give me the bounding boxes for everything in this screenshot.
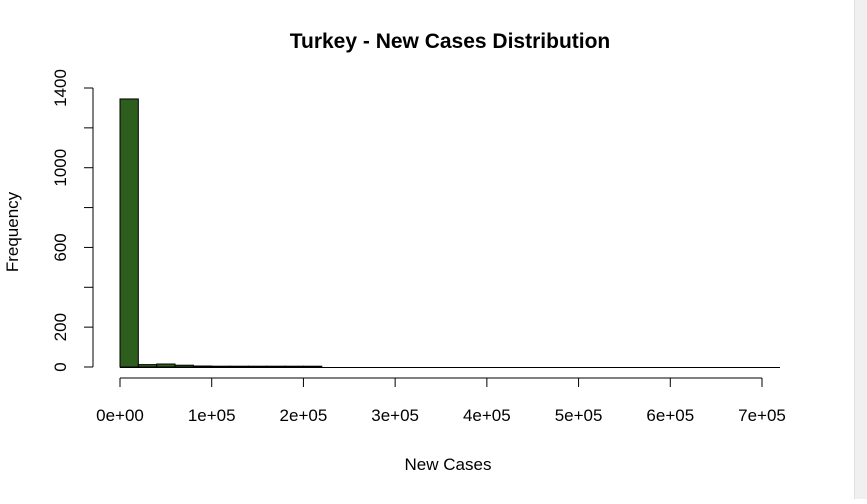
histogram-bars [119,98,323,368]
y-axis-label: Frequency [3,191,22,272]
histogram-bar [192,365,213,368]
y-tick-label: 0 [51,362,70,371]
x-tick-label: 5e+05 [555,406,603,425]
histogram-bar [211,365,231,368]
x-tick-label: 3e+05 [371,406,419,425]
y-tick-label: 600 [51,233,70,261]
x-tick-label: 2e+05 [280,406,328,425]
x-tick-label: 1e+05 [188,406,236,425]
y-tick-label: 200 [51,313,70,341]
chart-container: Turkey - New Cases Distribution New Case… [3,30,786,474]
x-axis: 0e+00 1e+05 2e+05 3e+05 4e+05 5e+05 6e+05 7e+05 [96,377,786,425]
x-tick-label: 4e+05 [463,406,511,425]
y-tick-label: 1400 [51,69,70,107]
histogram-bar [266,365,286,368]
histogram-bar [302,365,323,368]
histogram-bar [247,365,268,368]
histogram-bar [174,364,194,368]
histogram-bar [229,365,249,368]
y-tick-label: 1000 [51,149,70,187]
y-axis: 0 200 600 1000 1400 [51,69,94,372]
chart-title: Turkey - New Cases Distribution [290,30,611,53]
histogram-chart: Turkey - New Cases Distribution New Case… [3,30,786,474]
x-tick-label: 7e+05 [738,406,786,425]
window-scrollbar[interactable] [854,0,867,499]
x-tick-label: 6e+05 [646,406,694,425]
histogram-bar [119,98,139,368]
histogram-bar [137,364,158,368]
x-tick-label: 0e+00 [96,406,144,425]
histogram-bar [284,365,304,368]
histogram-bar [156,363,176,368]
x-axis-label: New Cases [405,455,492,474]
